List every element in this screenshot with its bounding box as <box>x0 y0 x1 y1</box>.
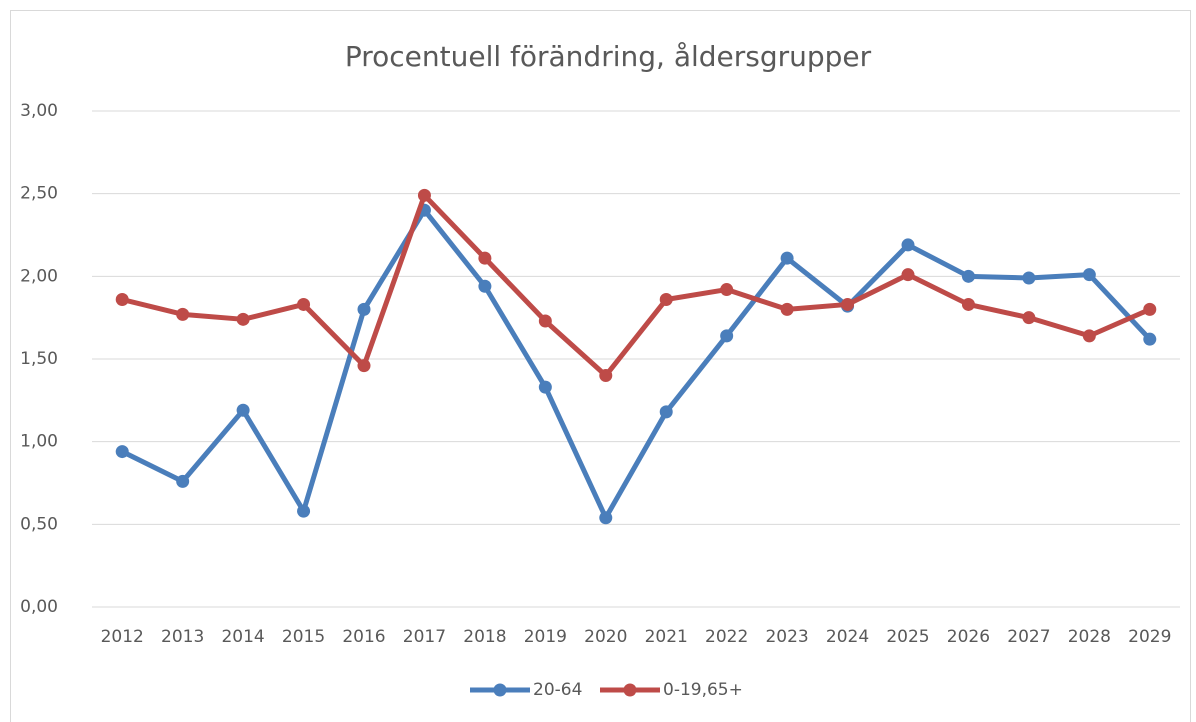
chart-title: Procentuell förändring, åldersgrupper <box>345 40 872 73</box>
series-marker <box>538 380 552 394</box>
x-tick-label: 2012 <box>101 627 144 647</box>
series-marker <box>1022 271 1036 285</box>
series-marker <box>659 292 673 306</box>
y-tick-label: 3,00 <box>20 101 58 121</box>
series-marker <box>780 251 794 265</box>
series-marker <box>841 297 855 311</box>
x-tick-label: 2014 <box>221 627 264 647</box>
y-tick-label: 2,00 <box>20 266 58 286</box>
x-tick-label: 2024 <box>826 627 869 647</box>
series-marker <box>538 314 552 328</box>
series-marker <box>961 269 975 283</box>
x-tick-label: 2023 <box>765 627 808 647</box>
x-tick-label: 2021 <box>645 627 688 647</box>
series-marker <box>236 403 250 417</box>
x-tick-label: 2027 <box>1007 627 1050 647</box>
x-tick-label: 2020 <box>584 627 627 647</box>
x-tick-label: 2019 <box>524 627 567 647</box>
series-marker <box>780 302 794 316</box>
x-tick-label: 2025 <box>886 627 929 647</box>
chart-frame <box>10 10 1191 722</box>
series-marker <box>115 445 129 459</box>
series-marker <box>478 279 492 293</box>
series-marker <box>297 504 311 518</box>
series-marker <box>901 268 915 282</box>
series-marker <box>115 292 129 306</box>
series-marker <box>720 329 734 343</box>
series-line <box>121 207 1152 521</box>
series-marker <box>961 297 975 311</box>
series-marker <box>659 405 673 419</box>
series-marker <box>1082 268 1096 282</box>
series-marker <box>720 283 734 297</box>
x-tick-label: 2016 <box>342 627 385 647</box>
legend-marker <box>493 683 507 697</box>
series-marker <box>357 302 371 316</box>
series-marker <box>901 238 915 252</box>
legend-marker <box>623 683 637 697</box>
x-tick-label: 2026 <box>947 627 990 647</box>
series-marker <box>357 359 371 373</box>
x-tick-label: 2018 <box>463 627 506 647</box>
series-marker <box>176 307 190 321</box>
series-marker <box>1022 311 1036 325</box>
series-marker <box>176 474 190 488</box>
series-marker <box>1143 302 1157 316</box>
series-marker <box>1082 329 1096 343</box>
y-tick-label: 1,00 <box>20 432 58 452</box>
series-marker <box>599 511 613 525</box>
x-tick-label: 2017 <box>403 627 446 647</box>
x-tick-label: 2013 <box>161 627 204 647</box>
y-tick-label: 1,50 <box>20 349 58 369</box>
series-marker <box>236 312 250 326</box>
x-tick-label: 2028 <box>1068 627 1111 647</box>
x-tick-label: 2015 <box>282 627 325 647</box>
x-tick-label: 2022 <box>705 627 748 647</box>
y-tick-label: 0,00 <box>20 597 58 617</box>
y-tick-label: 2,50 <box>20 184 58 204</box>
legend-label: 0-19,65+ <box>663 680 743 700</box>
series-line <box>121 192 1151 379</box>
series-marker <box>417 188 431 202</box>
series-marker <box>599 369 613 383</box>
series-marker <box>478 251 492 265</box>
legend-label: 20-64 <box>533 680 582 700</box>
x-tick-label: 2029 <box>1128 627 1171 647</box>
series-marker <box>297 297 311 311</box>
series-marker <box>1143 332 1157 346</box>
y-tick-label: 0,50 <box>20 514 58 534</box>
